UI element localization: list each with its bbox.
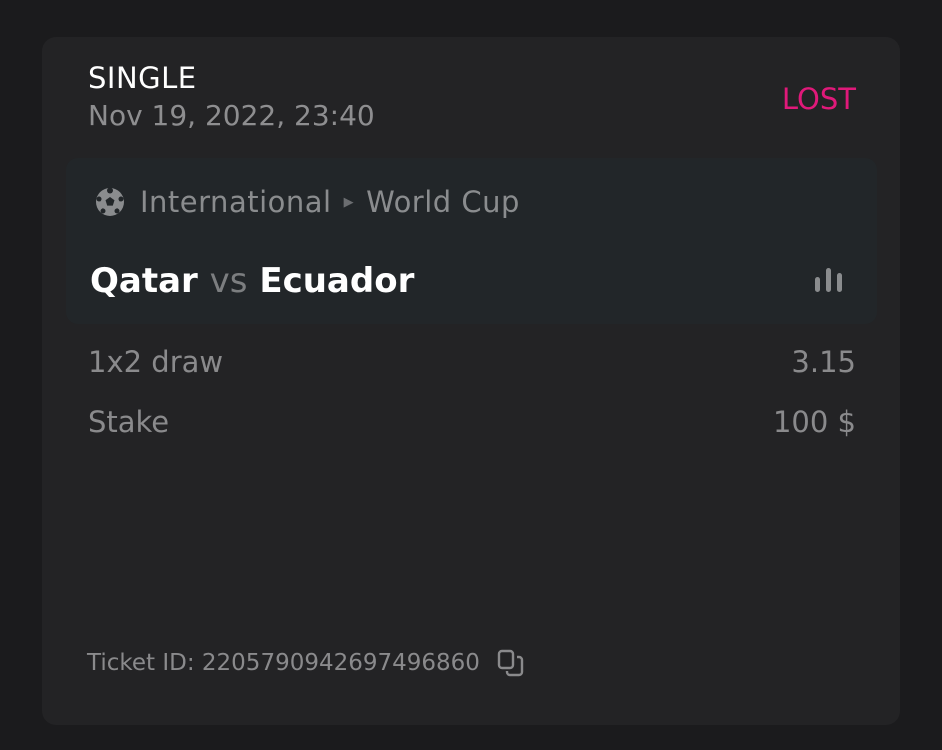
stake-row: Stake 100 $ — [88, 405, 856, 439]
vs-label: vs — [209, 261, 248, 301]
chevron-right-icon: ▶ — [343, 194, 355, 210]
bet-card: SINGLE Nov 19, 2022, 23:40 LOST Internat… — [42, 37, 900, 725]
event-panel[interactable]: International ▶ World Cup Qatar vs Ecuad… — [66, 158, 877, 324]
bet-type: SINGLE — [88, 61, 197, 95]
breadcrumb: International ▶ World Cup — [94, 185, 520, 219]
bar-chart-icon[interactable] — [813, 266, 845, 294]
bet-datetime: Nov 19, 2022, 23:40 — [88, 99, 375, 132]
selection-row: 1x2 draw 3.15 — [88, 345, 856, 379]
match-title[interactable]: Qatar vs Ecuador — [90, 261, 414, 301]
soccer-ball-icon — [96, 187, 124, 216]
stake-value: 100 $ — [772, 405, 856, 439]
ticket-id: Ticket ID: 2205790942697496860 — [87, 648, 526, 678]
away-team: Ecuador — [259, 261, 415, 301]
market-label: 1x2 draw — [88, 345, 224, 379]
odds-value: 3.15 — [791, 345, 856, 379]
tournament-link[interactable]: World Cup — [366, 185, 520, 219]
stake-label: Stake — [88, 405, 170, 439]
copy-icon[interactable] — [496, 648, 526, 678]
ticket-id-text: Ticket ID: 2205790942697496860 — [87, 650, 480, 676]
category-link[interactable]: International — [140, 185, 332, 219]
home-team: Qatar — [90, 261, 198, 301]
status-badge: LOST — [781, 82, 856, 116]
